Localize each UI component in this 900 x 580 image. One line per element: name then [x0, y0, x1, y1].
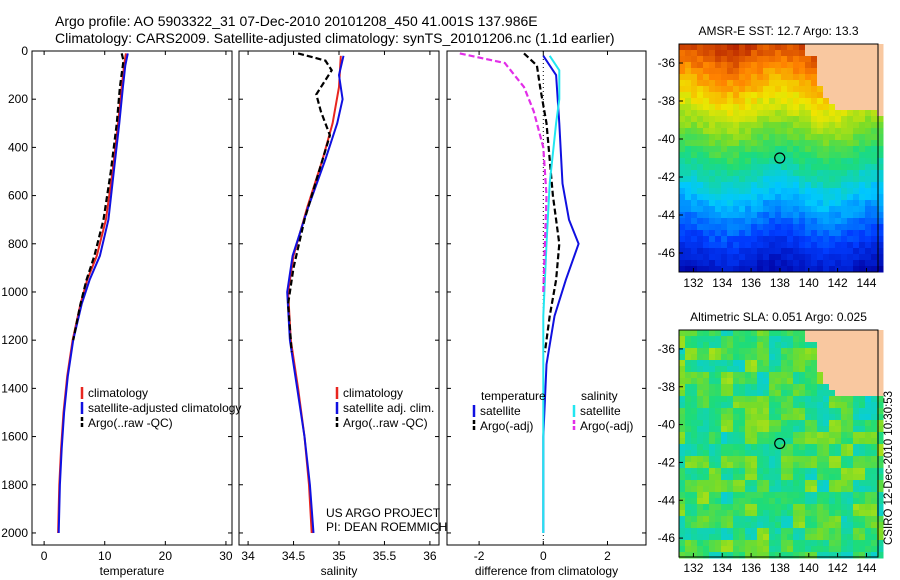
credit-label: CSIRO 12-Dec-2010 10:30:53	[883, 391, 895, 545]
header-line2: Climatology: CARS2009. Satellite-adjuste…	[55, 30, 615, 46]
y-tick-label: -46	[658, 246, 676, 260]
map-frame	[678, 43, 879, 273]
x-tick-label: 34.5	[282, 549, 306, 563]
x-tick-label: 144	[856, 276, 876, 290]
legend-label: satellite adj. clim.	[343, 401, 434, 415]
y-tick-label: 0	[21, 44, 28, 58]
y-tick-label: 600	[8, 189, 28, 203]
series-line-satellite-adj-clim-	[286, 55, 345, 534]
map-sla_map: Altimetric SLA: 0.051 Argo: 0.025 132 134 1…	[658, 310, 884, 575]
legend-label: Argo(-adj)	[480, 419, 533, 433]
y-tick-label: 800	[8, 237, 28, 251]
y-tick-label: -44	[658, 493, 676, 507]
y-tick-label: -38	[658, 380, 676, 394]
x-tick-label: 138	[770, 276, 790, 290]
argo-location-marker	[774, 437, 786, 450]
map-title: Altimetric SLA: 0.051 Argo: 0.025	[690, 310, 867, 324]
y-tick-label: 2000	[1, 526, 28, 540]
series-line-salinity-argo-adj-	[459, 52, 548, 293]
map-sst_map: AMSR-E SST: 12.7 Argo: 13.3 132 134 136 138 1…	[658, 24, 884, 290]
x-tick-label: 36	[423, 549, 437, 563]
y-tick-label: -42	[658, 455, 676, 469]
series-line-satellite-adjusted-climatology	[57, 53, 129, 534]
y-tick-label: -46	[658, 531, 676, 545]
y-tick-label: 1000	[1, 285, 28, 299]
annotation-text: US ARGO PROJECT	[326, 506, 441, 520]
x-tick-label: 10	[98, 549, 112, 563]
x-tick-label: 35	[332, 549, 346, 563]
x-tick-label: 136	[741, 561, 761, 575]
x-tick-label: 140	[799, 561, 819, 575]
x-tick-label: 144	[856, 561, 876, 575]
y-tick-label: -42	[658, 170, 676, 184]
x-tick-label: 134	[712, 276, 732, 290]
legend-label: climatology	[343, 386, 403, 400]
annotation-text: PI: DEAN ROEMMICH	[326, 520, 447, 534]
y-tick-label: -36	[658, 56, 676, 70]
y-tick-label: 200	[8, 92, 28, 106]
x-tick-label: 140	[799, 276, 819, 290]
y-tick-label: 1600	[1, 430, 28, 444]
y-tick-label: -36	[658, 342, 676, 356]
x-tick-label: 0	[540, 549, 547, 563]
map-title: AMSR-E SST: 12.7 Argo: 13.3	[698, 24, 858, 38]
x-tick-label: 34	[241, 549, 255, 563]
panel-salinity: 34 34.5 35 35.5 36 salinity climatologysatelli…	[238, 50, 447, 578]
y-tick-label: 1800	[1, 478, 28, 492]
plot-frame	[238, 50, 440, 546]
x-tick-label: -2	[474, 549, 485, 563]
x-tick-label: 132	[683, 276, 703, 290]
legend-label: satellite	[580, 404, 621, 418]
series-line-argo-raw-qc-	[72, 53, 125, 341]
x-tick-label: 138	[770, 561, 790, 575]
x-tick-label: 35.5	[373, 549, 397, 563]
map-field	[679, 330, 884, 559]
x-axis-label: temperature	[100, 564, 165, 578]
y-tick-label: -44	[658, 208, 676, 222]
legend-label: satellite-adjusted climatology	[88, 401, 241, 415]
x-tick-label: 20	[159, 549, 173, 563]
x-axis-label: salinity	[321, 564, 358, 578]
y-tick-label: 1400	[1, 381, 28, 395]
x-tick-label: 134	[712, 561, 732, 575]
argo-location-marker	[774, 152, 786, 164]
series-line-salinity-satellite	[542, 55, 561, 533]
legend-label: Argo(-adj)	[580, 419, 633, 433]
x-axis-label: difference from climatology	[475, 564, 618, 578]
x-tick-label: 136	[741, 276, 761, 290]
map-frame	[678, 329, 879, 558]
y-tick-label: -38	[658, 94, 676, 108]
legend-title: salinity	[581, 389, 618, 403]
y-tick-label: -40	[658, 418, 676, 432]
y-tick-label: 400	[8, 140, 28, 154]
header-line1: Argo profile: AO 5903322_31 07-Dec-2010 …	[55, 13, 538, 29]
legend-label: Argo(..raw -QC)	[88, 416, 173, 430]
series-line-temperature-argo-adj-	[523, 52, 561, 353]
legend-label: Argo(..raw -QC)	[343, 416, 428, 430]
y-tick-label: -40	[658, 132, 676, 146]
plot-frame	[31, 50, 233, 546]
plot-frame	[446, 50, 647, 546]
x-tick-label: 132	[683, 561, 703, 575]
panel-temperature: 0 200 400 600 800 1000 1200 1400 1600 1800 2000 0 10…	[1, 44, 241, 578]
map-field	[679, 44, 884, 273]
y-tick-label: 1200	[1, 333, 28, 347]
series-line-temperature-satellite	[542, 55, 580, 533]
x-tick-label: 2	[604, 549, 611, 563]
x-tick-label: 142	[828, 561, 848, 575]
legend-label: satellite	[480, 404, 521, 418]
series-line-climatology	[287, 55, 342, 534]
x-tick-label: 0	[41, 549, 48, 563]
x-tick-label: 30	[219, 549, 233, 563]
x-tick-label: 142	[828, 276, 848, 290]
legend-title: temperature	[481, 389, 546, 403]
series-line-argo-raw-qc-	[286, 52, 334, 353]
legend-label: climatology	[88, 386, 148, 400]
